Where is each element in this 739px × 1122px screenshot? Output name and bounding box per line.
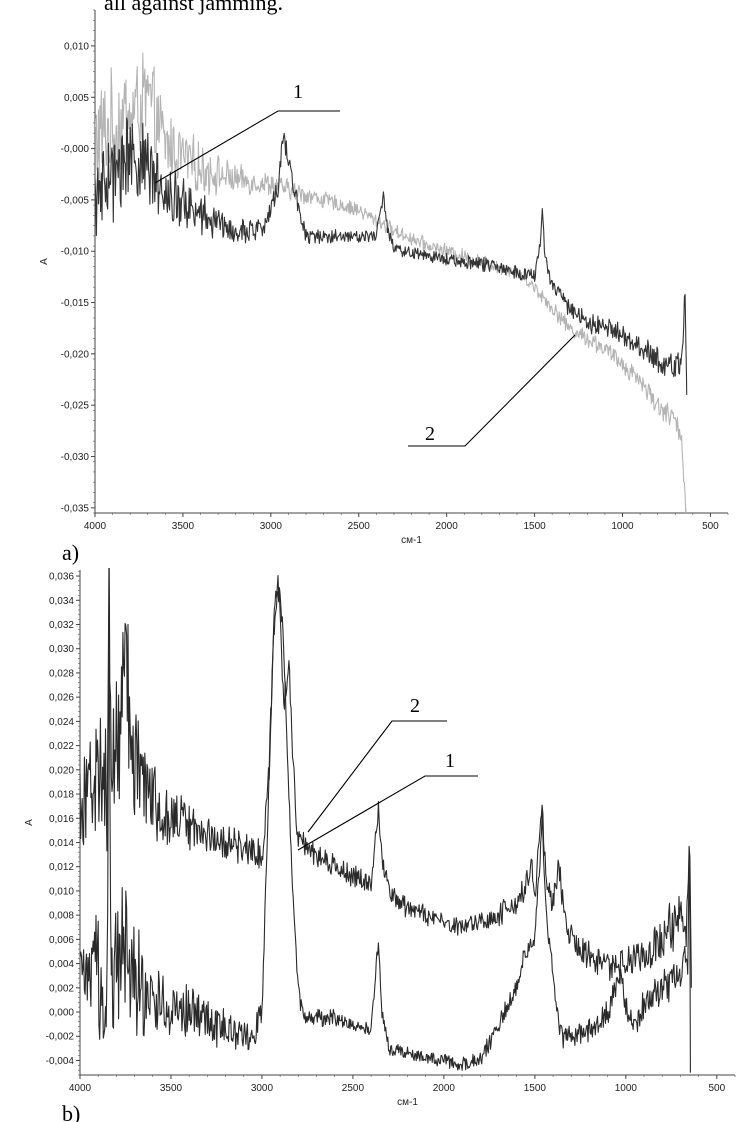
y-tick-label: -0,030	[61, 452, 90, 463]
y-tick-label: 0,012	[49, 862, 74, 873]
series-line-2	[95, 117, 688, 395]
x-tick-label: 3000	[251, 1083, 274, 1094]
y-tick-label: -0,004	[46, 1056, 75, 1067]
y-tick-label: 0,014	[49, 838, 74, 849]
y-tick-label: 0,024	[49, 717, 74, 728]
y-tick-label: -0,025	[61, 401, 90, 412]
y-tick-label: 0,004	[49, 959, 74, 970]
y-tick-label: -0,020	[61, 349, 90, 360]
y-tick-label: 0,002	[49, 983, 74, 994]
y-tick-label: 0,018	[49, 790, 74, 801]
x-tick-label: 2500	[342, 1083, 365, 1094]
y-tick-label: 0,000	[49, 1008, 74, 1019]
series-line-2	[80, 587, 691, 1073]
annotation-label: 2	[410, 695, 420, 717]
annotation-leader-line	[408, 334, 576, 447]
y-tick-label: 0,010	[64, 41, 89, 52]
x-tick-label: 500	[708, 1083, 725, 1094]
y-axis-label: A	[39, 258, 50, 265]
y-tick-label: 0,005	[64, 93, 89, 104]
x-tick-label: 2000	[433, 1083, 456, 1094]
x-tick-label: 1000	[615, 1083, 638, 1094]
annotation-label: 2	[425, 423, 435, 445]
annotation-leader-line	[154, 110, 340, 184]
y-tick-label: 0,036	[49, 572, 74, 583]
x-tick-label: 2000	[436, 521, 459, 532]
x-axis-label: см-1	[397, 1097, 418, 1108]
y-tick-label: -0,002	[46, 1032, 75, 1043]
y-tick-label: 0,020	[49, 765, 74, 776]
y-tick-label: 0,028	[49, 668, 74, 679]
y-tick-label: 0,032	[49, 620, 74, 631]
x-tick-label: 3000	[260, 521, 283, 532]
series-line-1	[80, 568, 692, 988]
x-tick-label: 1000	[611, 521, 634, 532]
chart-panel-a: 0,010 0,005 -0,000 -0,005 -0,010 -0,015 -0,020…	[39, 9, 729, 565]
x-tick-label: 3500	[160, 1083, 183, 1094]
y-axis-label: A	[24, 819, 35, 826]
panel-label: b)	[62, 1101, 80, 1122]
y-tick-label: 0,030	[49, 644, 74, 655]
x-tick-label: 4000	[69, 1083, 92, 1094]
annotation-leader-line	[297, 775, 478, 851]
x-tick-label: 500	[702, 521, 719, 532]
x-tick-label: 4000	[84, 521, 107, 532]
series-line-1	[95, 52, 687, 513]
annotation-label: 1	[445, 750, 455, 772]
y-tick-label: -0,000	[61, 144, 90, 155]
y-tick-label: -0,015	[61, 298, 90, 309]
y-tick-label: 0,034	[49, 596, 74, 607]
y-tick-label: 0,016	[49, 814, 74, 825]
x-tick-label: 2500	[348, 521, 371, 532]
x-tick-label: 3500	[172, 521, 195, 532]
y-tick-label: -0,035	[61, 503, 90, 514]
y-tick-label: 0,022	[49, 741, 74, 752]
x-axis-label: см-1	[401, 535, 422, 546]
x-tick-label: 1500	[524, 1083, 547, 1094]
y-tick-label: 0,008	[49, 911, 74, 922]
y-tick-label: 0,006	[49, 935, 74, 946]
chart-panel-b: 0,036 0,034 0,032 0,030 0,028 0,026 0,024 0,022…	[24, 568, 736, 1122]
y-tick-label: 0,010	[49, 886, 74, 897]
panel-label: a)	[62, 540, 79, 565]
page-header-text: all against jamming.	[104, 0, 283, 15]
y-tick-label: -0,010	[61, 247, 90, 258]
annotation-label: 1	[293, 81, 303, 103]
x-tick-label: 1500	[523, 521, 546, 532]
annotation-leader-line	[307, 720, 447, 833]
y-tick-label: 0,026	[49, 693, 74, 704]
y-tick-label: -0,005	[61, 195, 90, 206]
